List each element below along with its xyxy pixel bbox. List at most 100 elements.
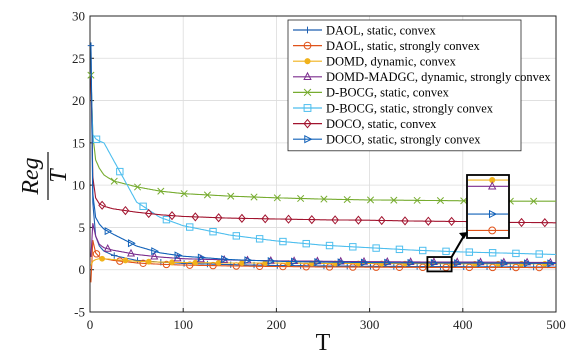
marker-square: [139, 202, 147, 211]
marker-diamond: [168, 211, 176, 221]
marker-plus: [204, 260, 211, 268]
marker-triangle-right: [430, 258, 439, 268]
marker-triangle-right: [547, 259, 556, 268]
legend-label: DOMD-MADGC, dynamic, strongly convex: [326, 70, 551, 84]
marker-diamond: [261, 214, 270, 224]
marker-x: [303, 88, 312, 97]
marker-dot: [304, 58, 311, 65]
marker-triangle-up: [150, 251, 159, 260]
marker-dot: [239, 260, 245, 266]
marker-x: [203, 191, 211, 199]
legend-entry: DOMD-MADGC, dynamic, strongly convex: [293, 70, 551, 84]
marker-square: [92, 135, 101, 143]
legend-label: DOCO, static, convex: [326, 117, 437, 131]
marker-diamond: [377, 215, 386, 226]
zoom-arrow-head: [459, 232, 468, 239]
marker-circle: [303, 41, 312, 50]
marker-triangle-right: [314, 257, 323, 267]
zoom-inset: [426, 174, 510, 273]
marker-triangle-up: [487, 181, 497, 190]
marker-diamond: [303, 118, 312, 129]
marker-triangle-right: [244, 256, 253, 265]
legend-label: DAOL, static, convex: [326, 23, 436, 37]
marker-diamond: [214, 213, 223, 223]
marker-triangle-right: [500, 259, 509, 268]
marker-circle: [186, 261, 194, 269]
x-tick-label: 0: [87, 317, 94, 332]
data-series: [87, 42, 556, 283]
legend-box: [287, 19, 522, 152]
legend-label: D-BOCG, static, convex: [326, 86, 450, 100]
marker-x: [390, 196, 398, 204]
y-tick-label: 25: [72, 51, 85, 66]
marker-triangle-right: [174, 251, 183, 260]
marker-plus: [304, 26, 311, 34]
marker-triangle-right: [407, 258, 416, 267]
legend-entry: D-BOCG, static, strongly convex: [293, 101, 494, 115]
marker-x: [530, 197, 538, 205]
marker-diamond: [540, 218, 549, 228]
marker-dot: [122, 257, 129, 264]
legend-entry: DOCO, static, strongly convex: [293, 133, 481, 147]
marker-diamond: [424, 216, 433, 226]
x-tick-label: 100: [173, 317, 193, 332]
legend-entry: DOMD, dynamic, convex: [293, 55, 457, 69]
marker-square: [162, 215, 171, 224]
x-tick-label: 300: [360, 317, 380, 332]
x-tick-label: 500: [546, 317, 566, 332]
marker-triangle-right: [291, 257, 299, 266]
marker-square: [488, 249, 497, 257]
marker-square: [325, 241, 334, 250]
marker-square: [186, 223, 194, 231]
marker-triangle-right: [488, 209, 498, 219]
marker-x: [273, 194, 281, 202]
marker-dot: [192, 259, 199, 266]
zoom-connector-arrow: [450, 233, 466, 258]
plot-area-frame: [89, 15, 557, 313]
marker-diamond: [98, 200, 106, 210]
marker-x: [460, 197, 468, 205]
series-line: [90, 258, 556, 266]
y-tick-label: 0: [79, 262, 86, 277]
series-5: [90, 75, 556, 258]
series-7: [90, 43, 556, 268]
series-line: [90, 75, 556, 256]
marker-triangle-right: [304, 134, 313, 144]
y-tick-label: 30: [72, 9, 85, 24]
marker-square: [302, 239, 310, 248]
series-1: [90, 239, 556, 283]
marker-triangle-right: [524, 259, 532, 268]
legend-label: DAOL, static, strongly convex: [326, 39, 481, 53]
marker-dot: [169, 259, 175, 266]
marker-triangle-right: [384, 258, 393, 267]
marker-x: [343, 195, 351, 204]
y-axis-title: Reg T: [18, 152, 72, 200]
legend-entry: D-BOCG, static, convex: [293, 86, 450, 100]
series-2: [90, 255, 556, 267]
y-tick-label: 20: [72, 93, 85, 108]
marker-diamond: [284, 214, 293, 224]
marker-square: [232, 232, 241, 240]
marker-x: [366, 196, 375, 204]
marker-triangle-right: [151, 247, 160, 256]
x-tick-label: 200: [267, 317, 287, 332]
y-tick-label: 10: [72, 178, 85, 193]
marker-diamond: [354, 215, 363, 225]
marker-triangle-right: [221, 255, 229, 264]
marker-x: [413, 196, 421, 204]
marker-diamond: [307, 214, 316, 225]
marker-circle: [419, 263, 427, 272]
marker-square: [255, 235, 264, 243]
marker-diamond: [447, 216, 456, 227]
x-tick-label: 400: [453, 317, 473, 332]
y-axis-title-denominator: T: [46, 168, 72, 183]
legend-label: DOCO, static, strongly convex: [326, 133, 481, 147]
y-tick-label: 5: [79, 220, 86, 235]
marker-diamond: [191, 212, 200, 222]
marker-square: [303, 104, 312, 112]
legend-label: D-BOCG, static, strongly convex: [326, 101, 494, 115]
marker-triangle-right: [360, 258, 369, 267]
series-line: [90, 239, 556, 283]
